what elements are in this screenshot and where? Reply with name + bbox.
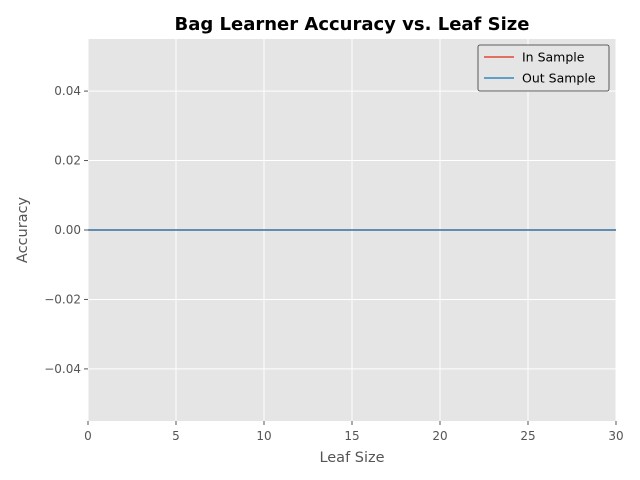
legend: In Sample Out Sample (477, 44, 610, 92)
y-tick-labels: 0.04 0.02 0.00 −0.02 −0.04 (44, 84, 88, 376)
x-tick-label: 30 (608, 429, 623, 443)
y-tick-label: 0.04 (54, 84, 81, 98)
y-tick-label: 0.02 (54, 154, 81, 168)
y-tick-label: 0.00 (54, 223, 81, 237)
x-tick-label: 0 (84, 429, 92, 443)
x-tick-label: 20 (432, 429, 447, 443)
y-tick-label: −0.02 (44, 292, 81, 306)
x-tick-label: 5 (172, 429, 180, 443)
x-tick-label: 15 (344, 429, 359, 443)
y-tick-label: −0.04 (44, 362, 81, 376)
y-axis-label: Accuracy (15, 196, 31, 263)
legend-label-out-sample: Out Sample (522, 71, 596, 86)
chart-title: Bag Learner Accuracy vs. Leaf Size (175, 14, 530, 35)
x-axis-label: Leaf Size (319, 450, 384, 466)
x-tick-labels: 0 5 10 15 20 25 30 (84, 421, 624, 443)
x-tick-label: 10 (256, 429, 271, 443)
x-tick-label: 25 (520, 429, 535, 443)
legend-label-in-sample: In Sample (522, 50, 585, 65)
